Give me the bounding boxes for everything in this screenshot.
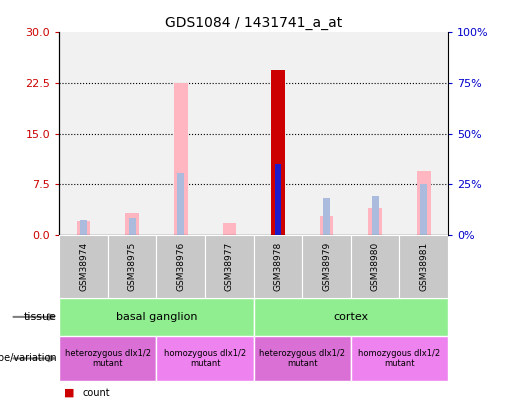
- Text: GSM38976: GSM38976: [176, 242, 185, 291]
- Text: cortex: cortex: [333, 312, 368, 322]
- Title: GDS1084 / 1431741_a_at: GDS1084 / 1431741_a_at: [165, 16, 342, 30]
- Bar: [368, 208, 382, 235]
- Bar: [59, 336, 157, 381]
- Bar: [59, 235, 108, 298]
- Text: tissue: tissue: [24, 312, 57, 322]
- Bar: [253, 298, 448, 336]
- Bar: [205, 235, 253, 298]
- Text: GSM38977: GSM38977: [225, 242, 234, 291]
- Bar: [400, 235, 448, 298]
- Bar: [205, 32, 253, 235]
- Bar: [351, 336, 448, 381]
- Text: GSM38980: GSM38980: [371, 242, 380, 291]
- Bar: [323, 198, 330, 235]
- Bar: [302, 235, 351, 298]
- Text: GSM38978: GSM38978: [273, 242, 282, 291]
- Bar: [129, 218, 135, 235]
- Text: GSM38979: GSM38979: [322, 242, 331, 291]
- Text: GSM38981: GSM38981: [419, 242, 428, 291]
- Bar: [351, 32, 400, 235]
- Text: GSM38975: GSM38975: [128, 242, 136, 291]
- Bar: [302, 32, 351, 235]
- Bar: [108, 235, 157, 298]
- Bar: [174, 83, 187, 235]
- Bar: [80, 220, 87, 235]
- Bar: [417, 171, 431, 235]
- Text: genotype/variation: genotype/variation: [0, 354, 57, 363]
- Text: basal ganglion: basal ganglion: [116, 312, 197, 322]
- Text: heterozygous dlx1/2
mutant: heterozygous dlx1/2 mutant: [65, 349, 151, 368]
- Bar: [351, 235, 400, 298]
- Bar: [157, 336, 253, 381]
- Bar: [222, 223, 236, 235]
- Bar: [253, 336, 351, 381]
- Bar: [157, 32, 205, 235]
- Text: homozygous dlx1/2
mutant: homozygous dlx1/2 mutant: [358, 349, 440, 368]
- Text: homozygous dlx1/2
mutant: homozygous dlx1/2 mutant: [164, 349, 246, 368]
- Text: ■: ■: [64, 388, 75, 398]
- Bar: [271, 70, 285, 235]
- Bar: [157, 235, 205, 298]
- Bar: [320, 216, 333, 235]
- Bar: [177, 173, 184, 235]
- Bar: [59, 32, 108, 235]
- Bar: [253, 235, 302, 298]
- Bar: [400, 32, 448, 235]
- Bar: [59, 298, 253, 336]
- Bar: [420, 184, 427, 235]
- Bar: [274, 164, 281, 235]
- Bar: [372, 196, 379, 235]
- Bar: [253, 32, 302, 235]
- Text: GSM38974: GSM38974: [79, 242, 88, 291]
- Bar: [125, 213, 139, 235]
- Bar: [77, 222, 90, 235]
- Text: heterozygous dlx1/2
mutant: heterozygous dlx1/2 mutant: [259, 349, 345, 368]
- Text: count: count: [82, 388, 110, 398]
- Bar: [108, 32, 157, 235]
